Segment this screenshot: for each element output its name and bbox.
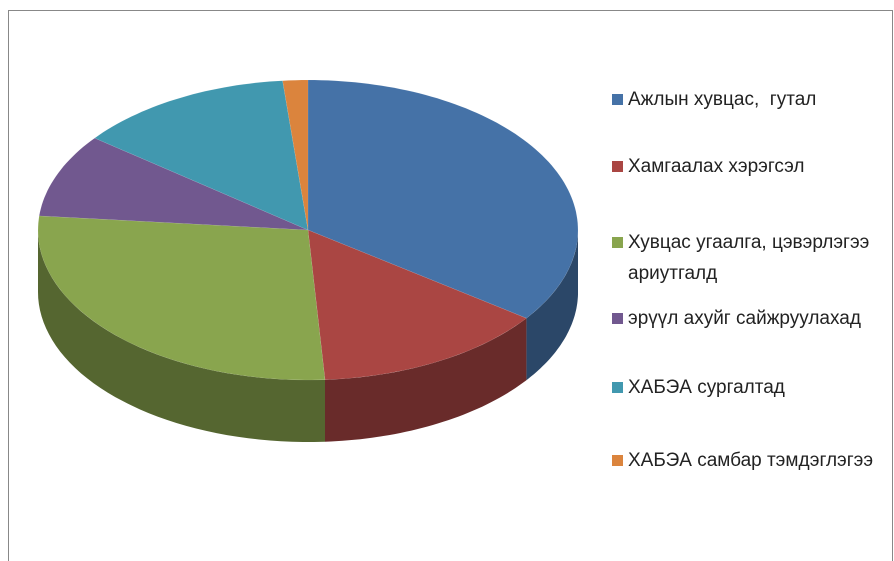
legend-swatch bbox=[612, 313, 623, 324]
legend-swatch bbox=[612, 161, 623, 172]
legend-swatch bbox=[612, 382, 623, 393]
legend-label: Ажлын хувцас, гутал bbox=[628, 89, 817, 110]
legend-label: Хувцас угаалга, цэвэрлэгээ ариутгалд bbox=[628, 232, 870, 284]
slice-side bbox=[325, 318, 527, 442]
legend-swatch bbox=[612, 455, 623, 466]
legend-item: Хамгаалах хэрэгсэл bbox=[612, 151, 882, 182]
legend-item: Ажлын хувцас, гутал bbox=[612, 84, 882, 115]
legend-item: ХАБЭА сургалтад bbox=[612, 372, 882, 403]
legend-item: эрүүл ахуйг сайжруулахад bbox=[612, 303, 882, 334]
slice bbox=[307, 79, 579, 319]
legend-label: ХАБЭА сургалтад bbox=[628, 377, 785, 398]
slice bbox=[94, 80, 309, 231]
slice-side bbox=[38, 230, 325, 442]
legend-swatch bbox=[612, 94, 623, 105]
slice bbox=[38, 137, 309, 231]
slice bbox=[37, 215, 326, 381]
legend-label: ХАБЭА самбар тэмдэглэгээ bbox=[628, 450, 874, 471]
legend-swatch bbox=[612, 237, 623, 248]
legend-item: Хувцас угаалга, цэвэрлэгээ ариутгалд bbox=[612, 227, 882, 289]
frame bbox=[8, 10, 893, 561]
legend-label: эрүүл ахуйг сайжруулахад bbox=[628, 308, 861, 329]
legend-label: Хамгаалах хэрэгсэл bbox=[628, 156, 805, 177]
slice bbox=[282, 79, 309, 231]
slice-side bbox=[526, 230, 578, 381]
legend-item: ХАБЭА самбар тэмдэглэгээ bbox=[612, 445, 882, 476]
slice bbox=[307, 229, 527, 380]
